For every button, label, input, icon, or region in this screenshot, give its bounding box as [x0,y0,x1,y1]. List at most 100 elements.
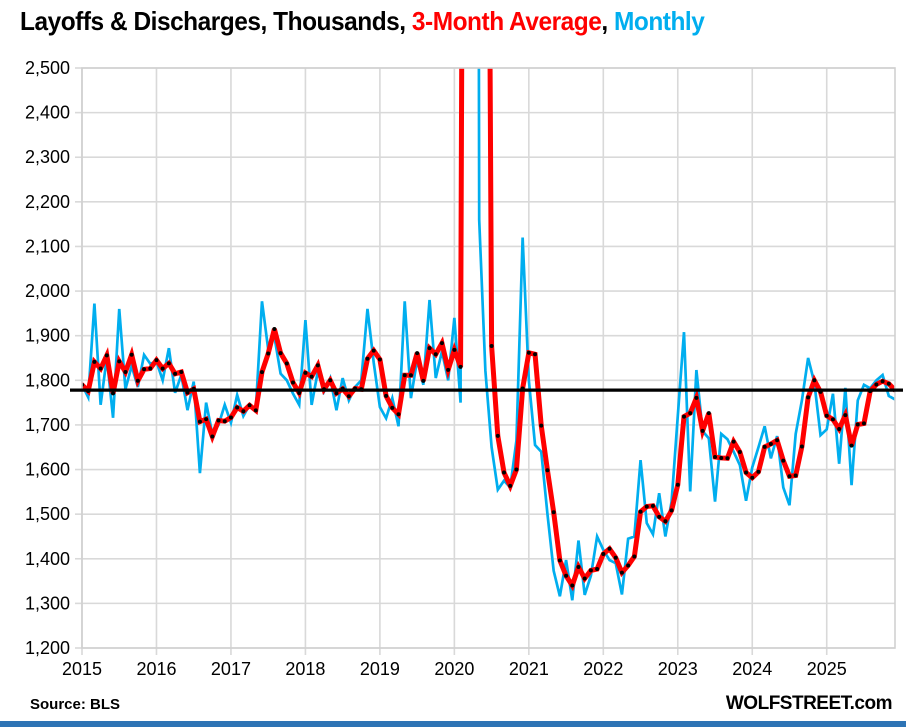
average-series-marker [731,439,736,444]
average-series-marker [824,413,829,418]
average-series-marker [632,554,637,559]
average-series-marker [365,356,370,361]
average-series-marker [253,408,258,413]
average-series-marker [291,380,296,385]
y-tick-label: 2,100 [25,236,70,256]
average-series-marker [328,378,333,383]
average-series-marker [706,411,711,416]
average-series-marker [346,394,351,399]
average-series-marker [861,421,866,426]
source-note: Source: BLS [30,696,121,713]
y-tick-label: 1,500 [25,504,70,524]
average-series-marker [694,395,699,400]
average-series-marker [402,373,407,378]
average-series-marker [315,363,320,368]
average-series-marker [601,552,606,557]
y-tick-label: 2,000 [25,281,70,301]
chart-title-blue-legend: Monthly [613,6,705,36]
average-series-marker [408,373,413,378]
average-series-marker [843,413,848,418]
average-series-marker [104,353,109,358]
average-series-marker [837,426,842,431]
average-series-marker [284,361,289,366]
y-tick-label: 1,800 [25,370,70,390]
average-series-marker [303,370,308,375]
average-series-marker [725,456,730,461]
average-series-marker [880,379,885,384]
average-series-marker [334,391,339,396]
y-tick-label: 2,500 [25,58,70,78]
average-series-marker [787,474,792,479]
average-series-marker [154,358,159,363]
average-series-marker [564,573,569,578]
y-tick-label: 1,600 [25,460,70,480]
average-series-marker [812,378,817,383]
y-tick-label: 2,300 [25,147,70,167]
x-tick-label: 2021 [509,659,549,679]
average-series-marker [650,503,655,508]
average-series-marker [781,458,786,463]
average-series-marker [272,327,277,331]
average-series-marker [750,475,755,480]
average-series-marker [98,366,103,371]
average-series-marker [148,366,153,371]
average-series-marker [713,455,718,460]
average-series-marker [439,341,444,346]
average-series-marker [179,369,184,374]
chart-title-red-legend: 3-Month Average [411,6,602,36]
average-series-marker [744,470,749,475]
y-tick-label: 1,300 [25,593,70,613]
x-tick-label: 2018 [285,659,325,679]
average-series-marker [278,351,283,356]
average-series-marker [458,364,463,369]
average-series-marker [638,509,643,514]
average-series-marker [204,417,209,422]
average-series-marker [197,419,202,424]
average-series-marker [266,351,271,356]
average-series-marker [595,567,600,572]
chart-title-black: Layoffs & Discharges, Thousands, [20,6,412,36]
average-series-marker [719,455,724,460]
average-series-marker [613,555,618,560]
average-series-marker [688,411,693,416]
average-series-marker [377,357,382,362]
plot-border [81,67,896,649]
average-series-marker [111,391,116,396]
average-series-marker [135,378,140,383]
average-series-marker [576,564,581,569]
average-series-marker [247,403,252,408]
average-series-marker [123,369,128,374]
average-series-marker [607,546,612,551]
y-tick-label: 1,400 [25,549,70,569]
y-tick-label: 1,700 [25,415,70,435]
average-series-marker [675,482,680,487]
x-tick-label: 2025 [807,659,847,679]
y-tick-label: 1,900 [25,326,70,346]
chart-title-separator: , [601,6,614,36]
average-series-marker [166,361,171,366]
average-series-marker [874,382,879,387]
average-series-marker [446,367,451,372]
average-series-marker [508,483,513,488]
average-series-marker [421,378,426,383]
average-series-marker [582,576,587,581]
average-series-marker [526,350,531,355]
average-series-marker [415,351,420,356]
y-tick-label: 2,200 [25,192,70,212]
average-series-marker [117,359,122,364]
axis-labels: 1,200 1,300 1,400 1,500 1,600 1,700 1,800 1,900… [25,58,847,679]
average-series-marker [669,508,674,513]
x-tick-label: 2016 [136,659,176,679]
average-series-marker [396,412,401,417]
bottom-accent-bar [0,721,906,727]
x-tick-label: 2015 [62,659,102,679]
average-series-marker [216,418,221,423]
average-series-marker [855,422,860,427]
average-series-marker [452,347,457,352]
average-series-marker [297,390,302,395]
y-tick-label: 1,200 [25,638,70,658]
average-series-marker [886,381,891,386]
average-series-marker [222,419,227,424]
x-tick-label: 2020 [434,659,474,679]
